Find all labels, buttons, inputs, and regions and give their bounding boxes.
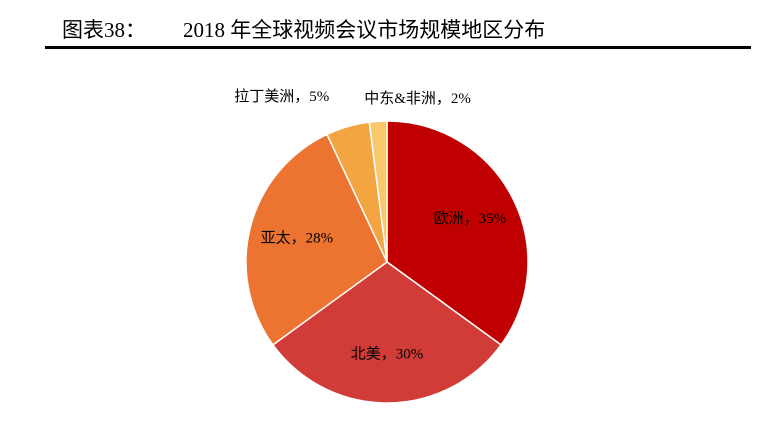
figure-title: 2018 年全球视频会议市场规模地区分布 <box>183 18 545 42</box>
data-label: 亚太，28% <box>261 229 334 246</box>
pie-slice <box>386 120 529 346</box>
data-label: 北美，30% <box>351 345 424 362</box>
title-rule <box>45 46 751 49</box>
pie-chart: 欧洲，35% 北美，30% 亚太，28% 拉丁美洲，5% 中东&非洲，2% <box>234 88 529 404</box>
pie-slice <box>271 261 503 404</box>
figure-label: 图表38： <box>62 18 146 42</box>
data-label: 中东&非洲，2% <box>364 90 471 107</box>
data-label: 欧洲，35% <box>434 210 507 227</box>
pie-slice <box>245 133 388 346</box>
data-label: 拉丁美洲，5% <box>234 88 329 105</box>
pie-slice <box>368 120 388 263</box>
